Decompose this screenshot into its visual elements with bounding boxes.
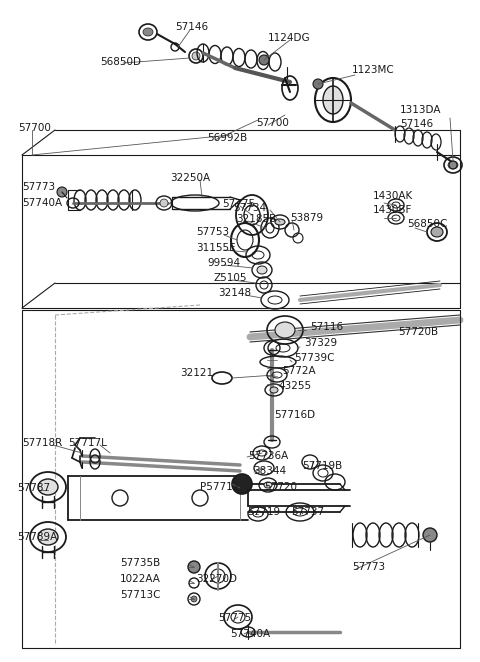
Text: 57719B: 57719B (302, 461, 342, 471)
Text: 57700: 57700 (256, 118, 289, 128)
Text: 57773: 57773 (22, 182, 55, 192)
Ellipse shape (431, 227, 443, 237)
Text: 57718R: 57718R (22, 438, 62, 448)
Text: 32121: 32121 (180, 368, 213, 378)
Text: 57789A: 57789A (17, 532, 57, 542)
Ellipse shape (275, 219, 285, 225)
Text: 1124DG: 1124DG (268, 33, 311, 43)
Ellipse shape (191, 596, 197, 602)
Text: 32250A: 32250A (170, 173, 210, 183)
Text: P57712: P57712 (200, 482, 240, 492)
Text: 57775: 57775 (218, 613, 251, 623)
Ellipse shape (57, 187, 67, 197)
Text: 57734: 57734 (233, 203, 266, 213)
Text: 57146: 57146 (400, 119, 433, 129)
Text: 57775: 57775 (222, 199, 255, 209)
Text: 43255: 43255 (278, 381, 311, 391)
Ellipse shape (259, 55, 269, 65)
Text: 1430AK: 1430AK (373, 191, 413, 201)
Text: 1313DA: 1313DA (400, 105, 442, 115)
Text: 57753: 57753 (196, 227, 229, 237)
Text: 57735B: 57735B (120, 558, 160, 568)
Text: 57773: 57773 (352, 562, 385, 572)
Ellipse shape (313, 79, 323, 89)
Text: 99594: 99594 (207, 258, 240, 268)
Ellipse shape (448, 161, 458, 169)
Text: 56850D: 56850D (100, 57, 141, 67)
Text: 53879: 53879 (290, 213, 323, 223)
Ellipse shape (192, 52, 200, 60)
Text: 32148: 32148 (218, 288, 251, 298)
Text: 1430BF: 1430BF (373, 205, 412, 215)
Text: 57116: 57116 (310, 322, 343, 332)
Ellipse shape (160, 199, 168, 207)
Ellipse shape (188, 561, 200, 573)
Text: 1022AA: 1022AA (120, 574, 161, 584)
Text: 38344: 38344 (253, 466, 286, 476)
Text: 31155E: 31155E (196, 243, 236, 253)
Ellipse shape (264, 482, 272, 488)
Text: 32270D: 32270D (196, 574, 237, 584)
Text: 57787: 57787 (17, 483, 50, 493)
Text: 57740A: 57740A (230, 629, 270, 639)
Text: 37329: 37329 (304, 338, 337, 348)
Text: 57713C: 57713C (120, 590, 160, 600)
Text: 57146: 57146 (175, 22, 208, 32)
Text: 57720: 57720 (264, 482, 297, 492)
Ellipse shape (275, 322, 295, 338)
Text: 57739C: 57739C (294, 353, 335, 363)
Text: 57700: 57700 (18, 123, 51, 133)
Text: 56992B: 56992B (207, 133, 247, 143)
Text: 57720B: 57720B (398, 327, 438, 337)
Text: 57719: 57719 (247, 507, 280, 517)
Text: 5772A: 5772A (282, 366, 316, 376)
Text: 57717L: 57717L (68, 438, 107, 448)
Ellipse shape (232, 474, 252, 494)
Text: 1123MC: 1123MC (352, 65, 395, 75)
Ellipse shape (38, 529, 58, 545)
Ellipse shape (323, 86, 343, 114)
Ellipse shape (143, 28, 153, 36)
Text: 57740A: 57740A (22, 198, 62, 208)
Text: 32185B: 32185B (236, 214, 276, 224)
Text: 57737: 57737 (291, 507, 324, 517)
Text: 56850C: 56850C (407, 219, 447, 229)
Text: 57736A: 57736A (248, 451, 288, 461)
Ellipse shape (257, 266, 267, 274)
Ellipse shape (423, 528, 437, 542)
Text: Z5105: Z5105 (214, 273, 248, 283)
Text: 57716D: 57716D (274, 410, 315, 420)
Ellipse shape (38, 479, 58, 495)
Ellipse shape (270, 387, 278, 393)
